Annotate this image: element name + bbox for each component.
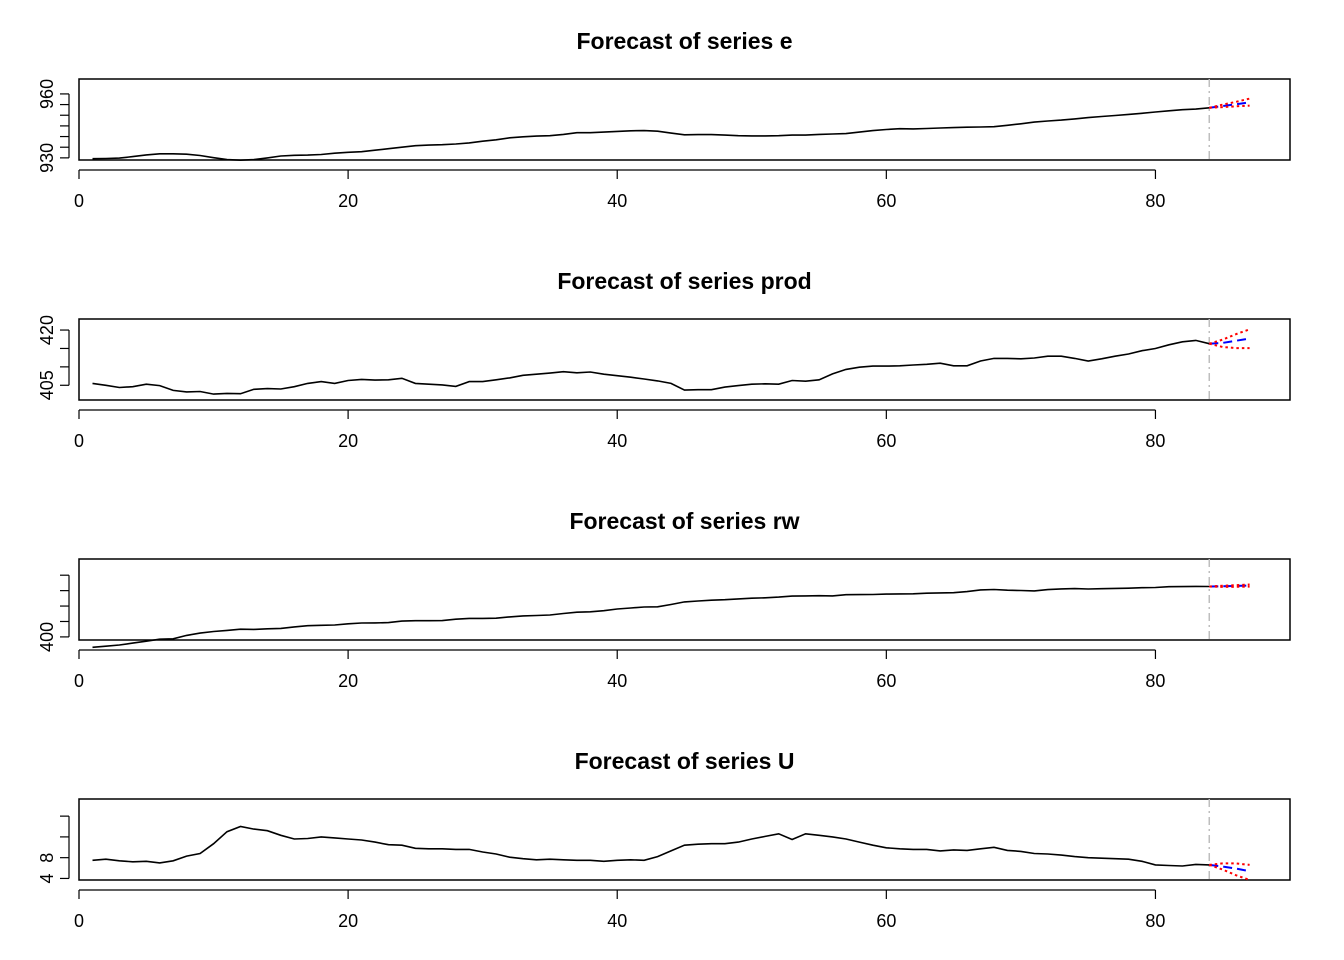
plot-frame xyxy=(78,558,1291,641)
y-axis: 930 960 xyxy=(37,79,70,173)
x-axis: 0 20 40 60 80 xyxy=(74,409,1165,451)
prediction-interval-lower xyxy=(1209,342,1250,350)
prediction-interval-upper xyxy=(1209,97,1250,109)
chart-title: Forecast of series rw xyxy=(569,508,799,534)
forecast-line xyxy=(1209,863,1250,873)
prediction-interval-upper xyxy=(1209,328,1250,345)
forecast-line xyxy=(1209,337,1250,345)
prediction-interval-lower xyxy=(1209,104,1250,109)
x-tick-label: 60 xyxy=(876,671,896,691)
series-line xyxy=(92,339,1210,395)
y-tick-label: 8 xyxy=(37,853,57,863)
x-tick-label: 0 xyxy=(74,911,84,931)
chart-title: Forecast of series prod xyxy=(557,268,811,294)
x-tick-label: 60 xyxy=(876,191,896,211)
x-tick-label: 40 xyxy=(607,671,627,691)
series-line xyxy=(92,107,1210,162)
x-tick-label: 60 xyxy=(876,431,896,451)
plot-frame xyxy=(78,798,1291,881)
x-axis: 0 20 40 60 80 xyxy=(74,649,1165,691)
x-tick-label: 0 xyxy=(74,191,84,211)
y-tick-label: 420 xyxy=(37,315,57,345)
prediction-interval-upper xyxy=(1209,862,1250,866)
chart-panel-1: Forecast of series e 0 20 40 60 80 930 960 xyxy=(37,28,1291,211)
x-tick-label: 0 xyxy=(74,671,84,691)
y-tick-label: 405 xyxy=(37,370,57,400)
chart-title: Forecast of series U xyxy=(575,748,795,774)
x-tick-label: 80 xyxy=(1145,191,1165,211)
y-axis: 48 xyxy=(37,815,70,883)
x-tick-label: 20 xyxy=(338,191,358,211)
y-tick-label: 4 xyxy=(37,873,57,883)
x-tick-label: 80 xyxy=(1145,431,1165,451)
plot-frame xyxy=(78,78,1291,161)
x-tick-label: 20 xyxy=(338,431,358,451)
chart-title: Forecast of series e xyxy=(576,28,792,54)
x-tick-label: 80 xyxy=(1145,671,1165,691)
y-axis: 400 xyxy=(37,574,70,652)
x-tick-label: 40 xyxy=(607,911,627,931)
x-tick-label: 40 xyxy=(607,431,627,451)
chart-panel-2: Forecast of series prod 0 20 40 60 80 405 420 xyxy=(37,268,1291,451)
chart-panel-3: Forecast of series rw 0 20 40 60 80 400 xyxy=(37,508,1291,691)
x-tick-label: 0 xyxy=(74,431,84,451)
x-tick-label: 60 xyxy=(876,911,896,931)
plot-frame xyxy=(78,318,1291,401)
y-axis: 405 420 xyxy=(37,315,70,400)
prediction-interval-lower xyxy=(1208,863,1250,881)
x-axis: 0 20 40 60 80 xyxy=(74,169,1165,211)
y-tick-label: 960 xyxy=(37,79,57,109)
x-tick-label: 80 xyxy=(1145,911,1165,931)
series-line xyxy=(92,585,1210,649)
x-tick-label: 40 xyxy=(607,191,627,211)
y-tick-label: 930 xyxy=(37,143,57,173)
x-tick-label: 20 xyxy=(338,911,358,931)
x-axis: 0 20 40 60 80 xyxy=(74,889,1165,931)
x-tick-label: 20 xyxy=(338,671,358,691)
y-tick-label: 400 xyxy=(37,622,57,652)
series-line xyxy=(92,825,1210,867)
